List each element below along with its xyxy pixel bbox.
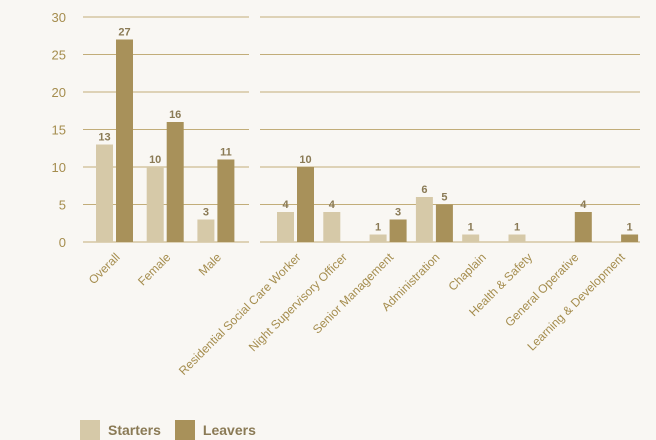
data-label-leavers-p1-c3: 11	[220, 147, 232, 159]
y-tick-label-20: 20	[52, 85, 66, 100]
bar-starters-p1-c3	[197, 219, 215, 242]
data-label-starters-p1-c2: 10	[149, 154, 161, 166]
bar-leavers-p2-c4	[435, 204, 453, 242]
data-label-leavers-p2-c3: 3	[395, 207, 401, 219]
legend-label-starters: Starters	[108, 422, 161, 438]
chart-legend: Starters Leavers	[80, 420, 256, 440]
data-label-leavers-p2-c4: 5	[441, 192, 447, 204]
bar-leavers-p1-c3	[217, 159, 235, 242]
data-label-starters-p1-c3: 3	[203, 207, 209, 219]
bar-leavers-p1-c2	[166, 122, 184, 242]
legend-item-starters: Starters	[80, 420, 161, 440]
data-label-leavers-p2-c7: 4	[580, 199, 587, 211]
bar-starters-p2-c4	[415, 197, 433, 242]
bar-starters-p2-c2	[323, 212, 341, 242]
y-tick-label-0: 0	[59, 235, 66, 250]
data-label-leavers-p2-c8: 1	[627, 222, 633, 234]
bar-starters-p2-c1	[277, 212, 294, 242]
bar-leavers-p2-c1	[297, 167, 314, 242]
data-label-leavers-p2-c1: 10	[299, 154, 311, 166]
legend-item-leavers: Leavers	[174, 420, 256, 440]
bar-leavers-p2-c7	[574, 212, 592, 242]
data-label-starters-p1-c1: 13	[98, 132, 110, 144]
data-label-starters-p2-c5: 1	[468, 222, 474, 234]
y-tick-label-15: 15	[52, 123, 66, 138]
category-label-p1-c3: Male	[196, 250, 225, 279]
data-label-starters-p2-c4: 6	[421, 184, 427, 196]
y-tick-label-10: 10	[52, 160, 66, 175]
bar-leavers-p2-c3	[389, 219, 407, 242]
category-label-p2-c8: Learning & Development	[524, 250, 628, 354]
data-label-starters-p2-c2: 4	[329, 199, 336, 211]
legend-label-leavers: Leavers	[202, 422, 256, 438]
bar-starters-p1-c1	[96, 144, 113, 242]
y-tick-label-25: 25	[52, 48, 66, 63]
data-label-starters-p2-c6: 1	[514, 222, 520, 234]
category-label-p2-c3: Senior Management	[310, 250, 397, 337]
bar-starters-p2-c5	[462, 234, 480, 242]
data-label-starters-p2-c1: 4	[282, 199, 289, 211]
category-label-p2-c5: Chaplain	[445, 250, 488, 293]
legend-swatch-leavers	[174, 420, 195, 440]
data-label-leavers-p1-c2: 16	[169, 109, 181, 121]
data-label-leavers-p1-c1: 27	[118, 27, 130, 39]
data-label-starters-p2-c3: 1	[375, 222, 381, 234]
bar-starters-p2-c3	[369, 234, 387, 242]
category-label-p1-c1: Overall	[86, 250, 123, 287]
bar-starters-p2-c6	[508, 234, 526, 242]
category-label-p1-c2: Female	[135, 250, 173, 288]
bar-leavers-p1-c1	[116, 39, 133, 242]
y-tick-label-5: 5	[59, 198, 66, 213]
y-tick-label-30: 30	[52, 10, 66, 25]
legend-swatch-starters	[80, 420, 100, 440]
bar-leavers-p2-c8	[621, 234, 639, 242]
bar-starters-p1-c2	[146, 167, 164, 242]
